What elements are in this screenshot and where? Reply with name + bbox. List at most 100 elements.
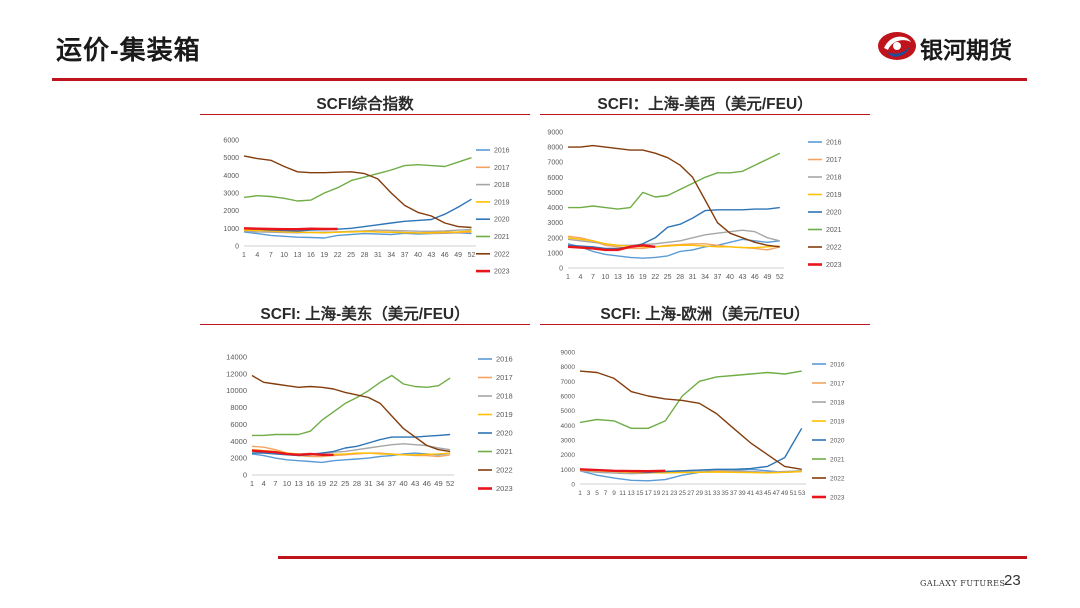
- chart-title-underline: [200, 114, 530, 115]
- series-line-2022: [568, 144, 780, 248]
- series-line-2020: [579, 427, 803, 474]
- y-tick-label: 0: [559, 266, 563, 273]
- x-tick-label: 16: [626, 274, 634, 281]
- y-tick-label: 0: [235, 244, 239, 251]
- x-tick-label: 10: [283, 479, 291, 488]
- page-title: 运价-集装箱: [56, 35, 201, 65]
- y-tick-label: 4000: [223, 173, 239, 180]
- series-line-2019: [567, 237, 780, 249]
- legend-label-2020: 2020: [496, 429, 513, 438]
- x-tick-label: 52: [468, 252, 476, 259]
- legend-label-2017: 2017: [494, 165, 510, 172]
- x-tick-label: 43: [427, 252, 435, 259]
- legend-label-2023: 2023: [494, 269, 510, 276]
- y-tick-label: 9000: [561, 350, 576, 357]
- x-tick-label: 1: [566, 274, 570, 281]
- header-divider: [52, 78, 1027, 81]
- y-tick-label: 6000: [547, 175, 563, 182]
- x-tick-label: 19: [639, 274, 647, 281]
- x-tick-label: 1: [250, 479, 254, 488]
- x-tick-label: 27: [687, 490, 695, 497]
- legend-label-2017: 2017: [830, 381, 845, 388]
- x-tick-label: 4: [255, 252, 259, 259]
- x-tick-label: 34: [376, 479, 384, 488]
- y-tick-label: 4000: [547, 205, 563, 212]
- x-tick-label: 46: [441, 252, 449, 259]
- x-tick-label: 37: [388, 479, 396, 488]
- legend-label-2017: 2017: [826, 157, 842, 164]
- x-tick-label: 53: [798, 490, 806, 497]
- y-tick-label: 2000: [230, 454, 247, 463]
- legend-label-2020: 2020: [494, 217, 510, 224]
- chart-scfi-us-east: 0 2000 4000 6000 8000 10000 12000 14000 1 4 7 10 13 1…: [226, 353, 513, 494]
- legend-label-2020: 2020: [826, 210, 842, 217]
- x-tick-label: 39: [738, 490, 746, 497]
- chart-title-scfi-europe: SCFI: 上海-欧洲（美元/TEU）: [600, 306, 810, 323]
- x-tick-label: 40: [726, 274, 734, 281]
- y-tick-label: 7000: [561, 379, 576, 386]
- x-tick-label: 52: [776, 274, 784, 281]
- page-number: 23: [1004, 572, 1021, 589]
- x-tick-label: 28: [361, 252, 369, 259]
- x-tick-label: 19: [320, 252, 328, 259]
- series-line-2023: [251, 449, 334, 457]
- y-tick-label: 6000: [561, 394, 576, 401]
- x-tick-label: 28: [353, 479, 361, 488]
- x-tick-label: 13: [294, 479, 302, 488]
- series-line-2020: [243, 198, 472, 232]
- y-tick-label: 1000: [561, 467, 576, 474]
- series-line-2021: [243, 157, 472, 202]
- legend-label-2017: 2017: [496, 373, 513, 382]
- chart-title-underline: [540, 324, 870, 325]
- x-tick-label: 19: [318, 479, 326, 488]
- x-tick-label: 1: [578, 490, 582, 497]
- x-tick-label: 46: [423, 479, 431, 488]
- x-tick-label: 31: [704, 490, 712, 497]
- series-line-2023: [579, 468, 666, 473]
- series-line-2023: [567, 244, 656, 252]
- x-tick-label: 15: [636, 490, 644, 497]
- series-line-2016: [251, 452, 451, 464]
- x-tick-label: 17: [645, 490, 653, 497]
- legend-label-2023: 2023: [826, 262, 842, 269]
- x-tick-label: 7: [591, 274, 595, 281]
- x-tick-label: 16: [306, 479, 314, 488]
- y-tick-label: 7000: [547, 160, 563, 167]
- legend-label-2018: 2018: [826, 175, 842, 182]
- legend-label-2021: 2021: [830, 457, 845, 464]
- x-tick-label: 47: [773, 490, 781, 497]
- y-tick-label: 3000: [223, 191, 239, 198]
- y-tick-label: 3000: [561, 438, 576, 445]
- x-tick-label: 22: [329, 479, 337, 488]
- legend-label-2023: 2023: [496, 484, 513, 493]
- x-tick-label: 11: [619, 490, 626, 497]
- y-tick-label: 0: [571, 482, 575, 489]
- x-tick-label: 43: [411, 479, 419, 488]
- x-tick-label: 25: [341, 479, 349, 488]
- y-tick-label: 8000: [547, 145, 563, 152]
- x-tick-label: 31: [364, 479, 372, 488]
- legend-label-2016: 2016: [494, 148, 510, 155]
- legend-label-2021: 2021: [494, 234, 510, 241]
- x-tick-label: 16: [307, 252, 315, 259]
- series-line-2022: [251, 374, 451, 453]
- chart-title-underline: [200, 324, 530, 325]
- x-tick-label: 23: [670, 490, 678, 497]
- y-tick-label: 3000: [547, 220, 563, 227]
- legend-label-2016: 2016: [830, 362, 845, 369]
- y-tick-label: 5000: [223, 155, 239, 162]
- series-line-2022: [243, 155, 472, 229]
- y-tick-label: 14000: [226, 353, 247, 362]
- legend-label-2021: 2021: [826, 227, 842, 234]
- y-tick-label: 4000: [561, 423, 576, 430]
- y-tick-label: 6000: [223, 138, 239, 145]
- y-tick-label: 1000: [223, 226, 239, 233]
- x-tick-label: 31: [689, 274, 697, 281]
- x-tick-label: 43: [755, 490, 763, 497]
- x-tick-label: 10: [280, 252, 288, 259]
- x-tick-label: 51: [790, 490, 798, 497]
- legend-label-2019: 2019: [830, 419, 845, 426]
- x-tick-label: 5: [595, 490, 599, 497]
- legend-label-2019: 2019: [496, 410, 513, 419]
